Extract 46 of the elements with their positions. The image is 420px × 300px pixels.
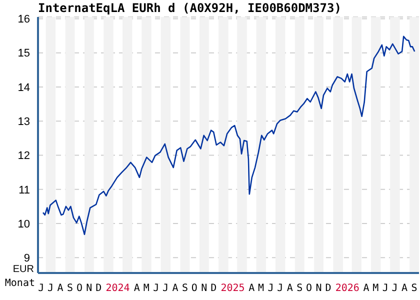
- x-tick-label: N: [86, 283, 92, 294]
- y-tick-label: 16: [18, 14, 30, 26]
- x-tick-label: 2026: [335, 283, 360, 294]
- x-tick-label: A: [248, 283, 255, 294]
- y-tick-label: 15: [18, 48, 30, 60]
- x-tick-label: S: [67, 283, 74, 294]
- y-tick-label: 11: [18, 184, 30, 196]
- x-tick-label: N: [316, 283, 322, 294]
- x-tick-label: J: [162, 283, 169, 294]
- x-tick-label: N: [201, 283, 208, 294]
- x-tick-label: J: [277, 283, 284, 294]
- x-tick-label: D: [325, 283, 332, 294]
- x-tick-label: M: [258, 283, 264, 294]
- y-tick-label: 12: [18, 150, 30, 162]
- x-tick-label: D: [210, 283, 217, 294]
- x-axis-title: Monat: [4, 278, 35, 289]
- x-tick-label: A: [402, 283, 408, 294]
- y-tick-label: 13: [18, 116, 30, 128]
- x-tick-label: M: [143, 283, 150, 294]
- x-tick-label: A: [286, 283, 293, 294]
- chart-title: InternatEqLA EURh d (A0X92H, IE00B60DM373): [38, 1, 342, 15]
- x-tick-label: 2025: [220, 283, 245, 294]
- y-tick-label: 10: [18, 218, 30, 230]
- x-tick-label: S: [182, 283, 188, 294]
- x-tick-label: J: [38, 283, 44, 294]
- x-tick-label: A: [134, 283, 140, 294]
- y-tick-label: 9: [24, 252, 30, 265]
- x-tick-label: A: [172, 283, 178, 294]
- x-tick-label: S: [296, 283, 303, 294]
- x-tick-label: O: [306, 283, 312, 294]
- x-tick-label: O: [76, 283, 82, 294]
- y-tick-label: 14: [18, 82, 30, 94]
- x-tick-label: J: [382, 283, 388, 294]
- y-axis-title: EUR: [12, 264, 34, 275]
- x-tick-label: S: [411, 283, 418, 294]
- x-tick-label: D: [96, 283, 102, 294]
- x-tick-label: J: [392, 283, 398, 294]
- x-tick-label: O: [191, 283, 198, 294]
- x-tick-label: J: [268, 283, 274, 294]
- x-tick-label: J: [153, 283, 160, 294]
- x-tick-label: J: [48, 283, 54, 294]
- x-tick-label: A: [57, 283, 64, 294]
- line-series: [42, 36, 416, 236]
- x-tick-label: A: [363, 283, 370, 294]
- x-tick-label: M: [372, 283, 379, 294]
- x-tick-label: 2024: [106, 283, 130, 294]
